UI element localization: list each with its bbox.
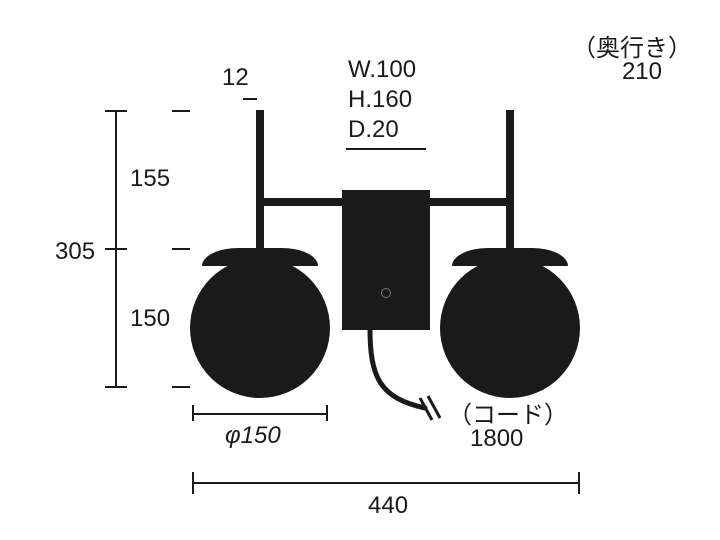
center-box-hole — [381, 288, 391, 298]
top-pipe-tick — [243, 98, 257, 100]
globe-dia-line — [192, 413, 328, 415]
width-rule-tick-l — [192, 472, 194, 494]
globe-dia-label: φ150 — [225, 422, 281, 450]
width-rule-tick-r — [578, 472, 580, 494]
globe-dia-tick-r — [326, 405, 328, 421]
globe-dia-tick-l — [192, 405, 194, 421]
depth-value: 210 — [622, 58, 662, 86]
box-w-label: W.100 — [348, 56, 416, 84]
width-rule — [192, 482, 580, 484]
height-rule-tick-bot — [105, 386, 127, 388]
top-pipe-label: 12 — [222, 64, 249, 92]
left-pipe — [256, 110, 264, 255]
height-rule-tick-mid — [105, 248, 127, 250]
box-h-label: H.160 — [348, 86, 412, 114]
right-pipe — [506, 110, 514, 255]
dimension-drawing: （奥行き） 210 12 W.100 H.160 D.20 155 150 30… — [0, 0, 720, 540]
box-d-label: D.20 — [348, 116, 399, 144]
ext-tick-top — [172, 110, 190, 112]
left-globe — [190, 258, 330, 398]
total-width-label: 440 — [368, 492, 408, 520]
box-d-underline — [346, 148, 426, 150]
height-rule-tick-top — [105, 110, 127, 112]
upper-height-label: 155 — [130, 165, 170, 193]
total-height-label: 305 — [55, 238, 95, 266]
center-box — [342, 190, 430, 330]
cord-value: 1800 — [470, 425, 523, 453]
ext-tick-mid — [172, 248, 190, 250]
lower-height-label: 150 — [130, 305, 170, 333]
ext-tick-bot — [172, 386, 190, 388]
